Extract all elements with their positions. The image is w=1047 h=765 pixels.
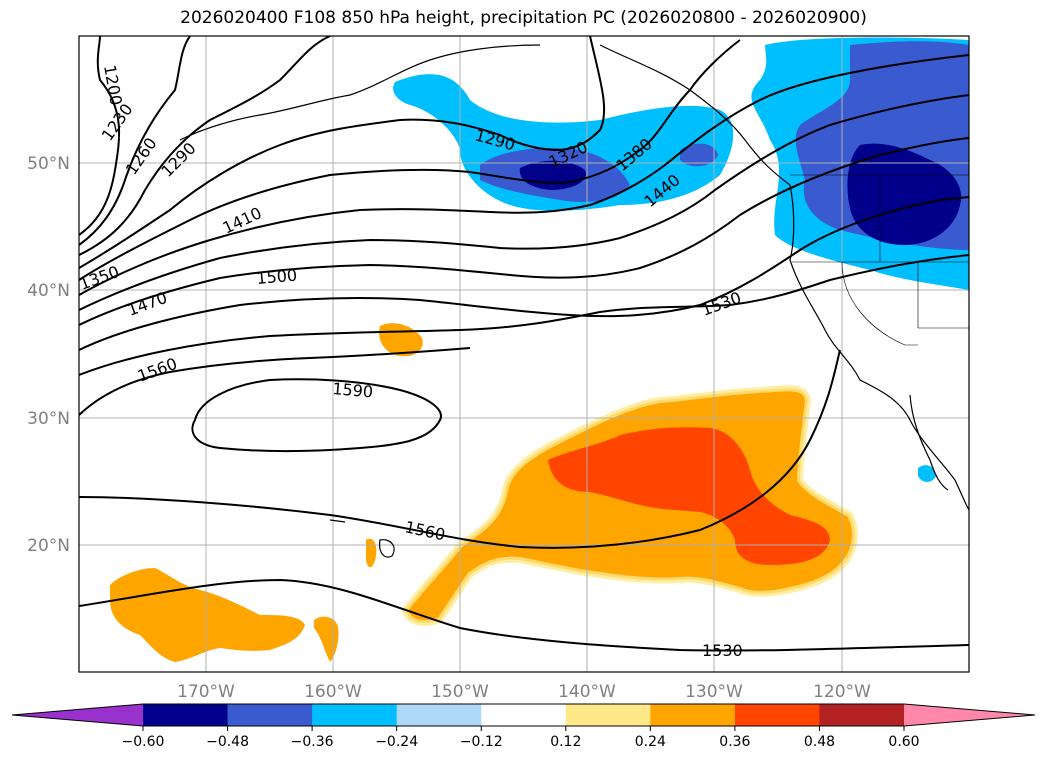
state-borders <box>790 174 969 346</box>
coastlines <box>179 44 969 558</box>
colorbar-cell <box>819 704 905 726</box>
colorbar-extend-high <box>904 704 1035 726</box>
lon-label: 140°W <box>558 682 616 702</box>
lat-label: 40°N <box>27 281 70 301</box>
lon-label: 150°W <box>431 682 489 702</box>
contour-label: 1590 <box>332 379 374 401</box>
colorbar-tick-label: −0.12 <box>460 734 503 750</box>
colorbar-cell <box>396 704 482 726</box>
colorbar-tick-label: −0.48 <box>206 734 249 750</box>
colorbar: −0.60 −0.48 −0.36 −0.24 −0.12 0.12 0.24 0.36 0.4… <box>11 703 1036 750</box>
colorbar-tick-label: 0.36 <box>719 734 750 750</box>
colorbar-extend-low <box>12 704 143 726</box>
lat-label: 20°N <box>27 536 70 556</box>
colorbar-cell <box>481 704 567 726</box>
colorbar-tick-label: 0.12 <box>550 734 581 750</box>
positive-precip-shading <box>110 323 855 662</box>
colorbar-tick-label: −0.24 <box>375 734 418 750</box>
lon-label: 130°W <box>685 682 743 702</box>
colorbar-tick-label: −0.60 <box>122 734 165 750</box>
negative-precip-shading <box>393 37 969 482</box>
map-title: 2026020400 F108 850 hPa height, precipit… <box>180 8 867 28</box>
colorbar-cell <box>734 704 820 726</box>
longitude-axis-labels: 170°W 160°W 150°W 140°W 130°W 120°W <box>177 682 871 702</box>
colorbar-tick-label: 0.60 <box>888 734 919 750</box>
colorbar-cell <box>143 704 229 726</box>
colorbar-cell <box>565 704 651 726</box>
lat-label: 30°N <box>27 409 70 429</box>
colorbar-cell <box>227 704 313 726</box>
colorbar-cell <box>650 704 736 726</box>
colorbar-cell <box>312 704 398 726</box>
contour-label: 1500 <box>256 266 298 288</box>
colorbar-tick-label: 0.24 <box>635 734 666 750</box>
colorbar-tick-label: −0.36 <box>291 734 334 750</box>
light-positive-halo <box>401 385 858 626</box>
map-frame <box>78 35 970 673</box>
latitude-axis-labels: 50°N 40°N 30°N 20°N <box>27 154 70 556</box>
colorbar-tick-label: 0.48 <box>804 734 835 750</box>
height-contours <box>79 36 969 652</box>
lon-label: 120°W <box>813 682 871 702</box>
lon-label: 170°W <box>177 682 235 702</box>
lat-label: 50°N <box>27 154 70 174</box>
contour-label: 1530 <box>702 641 743 660</box>
lon-label: 160°W <box>304 682 362 702</box>
